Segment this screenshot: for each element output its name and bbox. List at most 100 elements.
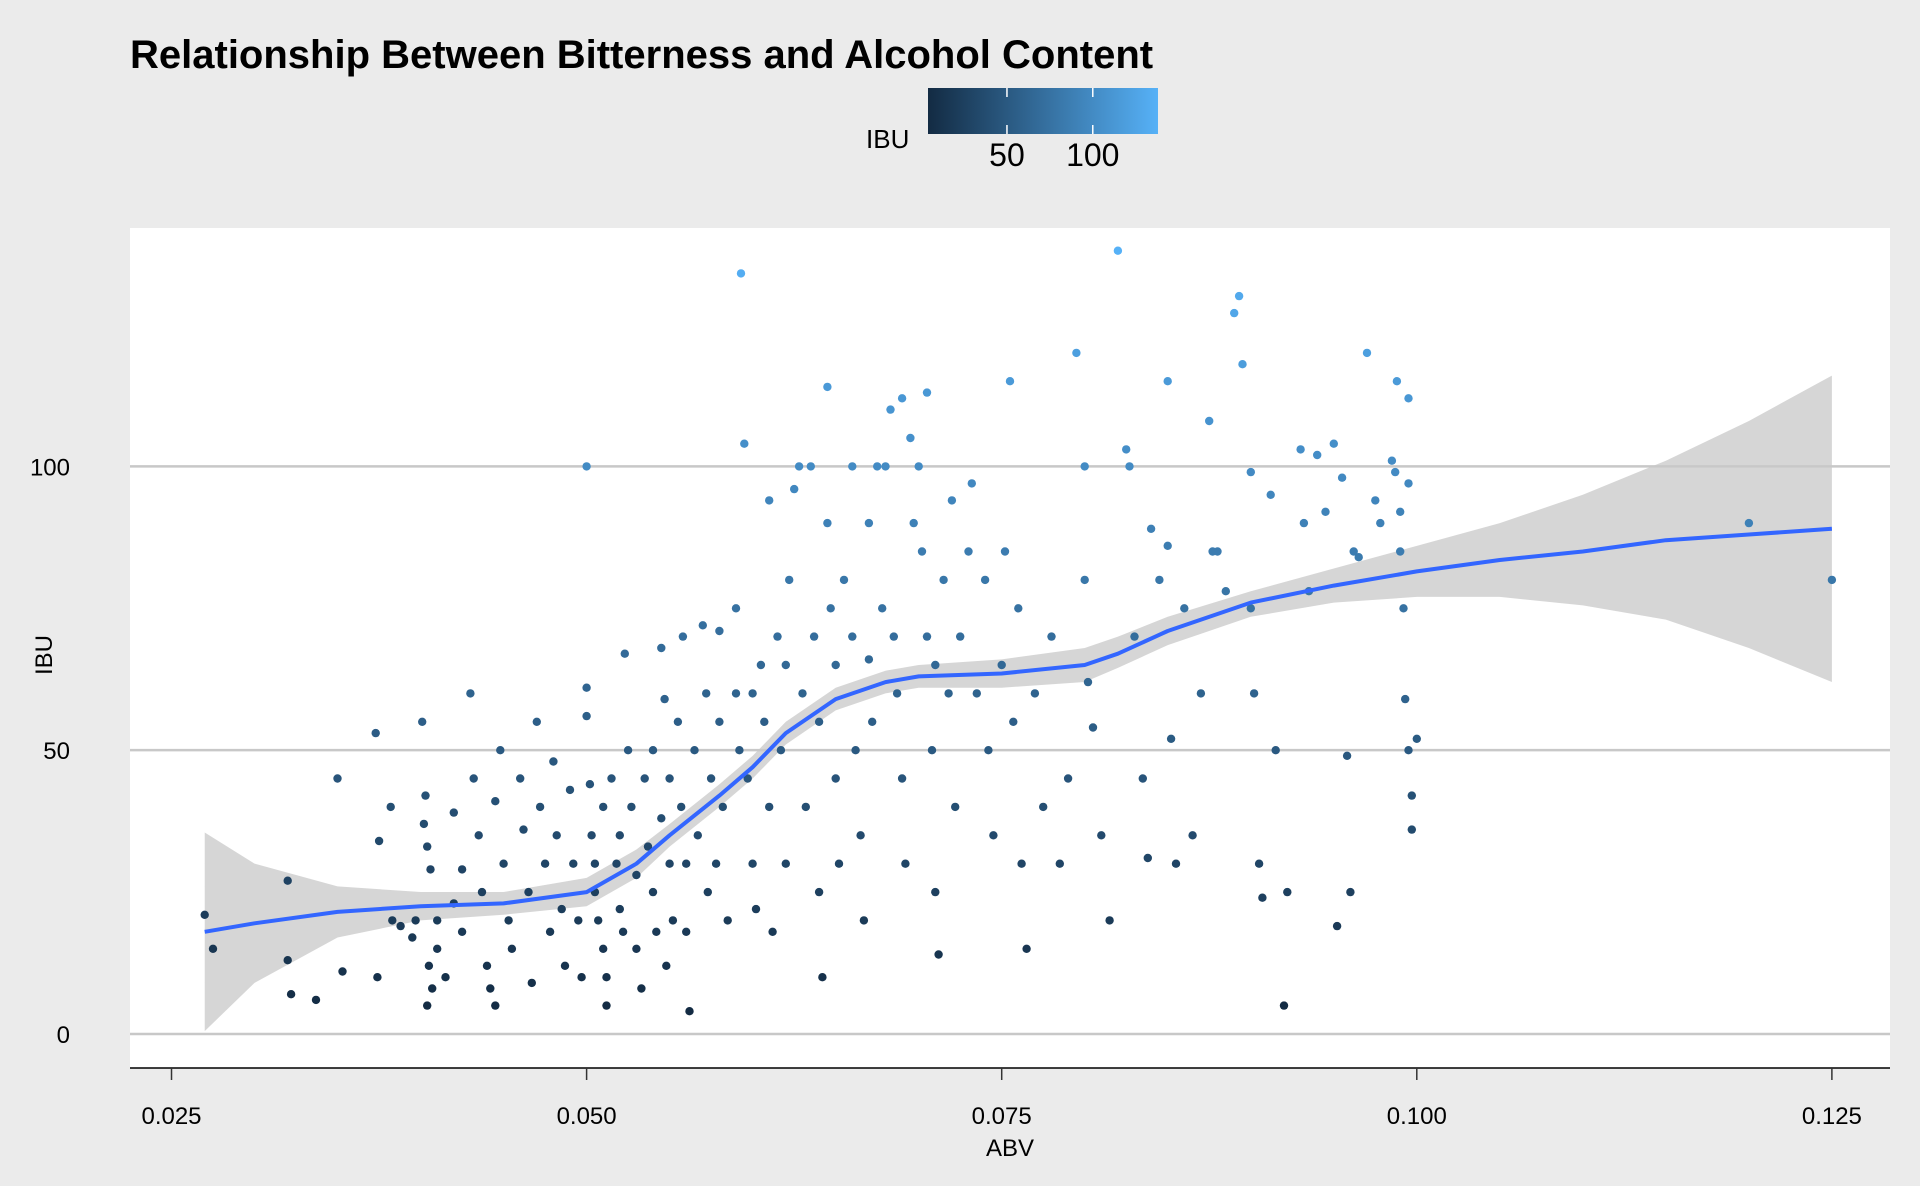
data-point [386, 802, 395, 812]
data-point [657, 814, 666, 823]
data-point [1346, 887, 1355, 897]
data-point [1279, 1001, 1289, 1010]
data-point [781, 859, 790, 868]
data-point [743, 774, 752, 783]
data-point [587, 831, 596, 840]
data-point [643, 842, 653, 851]
data-point [809, 632, 819, 641]
data-point [1088, 723, 1098, 732]
data-point [652, 927, 661, 936]
data-point [1332, 921, 1342, 931]
color-legend: IBU 50 100 [866, 88, 1158, 173]
data-point [1163, 541, 1172, 550]
data-point [706, 774, 716, 783]
data-point [1072, 348, 1081, 358]
data-point [1342, 751, 1352, 760]
data-point [768, 927, 777, 936]
data-point [997, 660, 1006, 670]
data-point [1014, 604, 1023, 613]
data-point [1412, 734, 1422, 743]
legend-tick-label: 50 [989, 137, 1025, 173]
data-point [1234, 291, 1244, 301]
data-point [466, 689, 475, 698]
data-point [1266, 490, 1275, 499]
data-point [897, 774, 907, 783]
data-point [1354, 553, 1363, 562]
colorbar [928, 88, 1158, 134]
data-point [909, 518, 918, 528]
data-point [560, 961, 570, 970]
data-point [685, 1007, 694, 1016]
data-point [1163, 377, 1172, 386]
data-point [457, 865, 467, 874]
confidence-band-layer [204, 375, 1832, 1032]
data-point [1230, 308, 1239, 318]
data-point [504, 916, 513, 925]
data-point [889, 632, 898, 641]
data-point [640, 774, 649, 783]
data-point [814, 717, 824, 726]
data-point [540, 859, 550, 868]
data-point [1371, 496, 1380, 505]
data-point [482, 961, 492, 970]
data-point [698, 621, 707, 630]
data-point [1296, 445, 1305, 454]
data-point [582, 711, 591, 721]
y-axis-label: IBU [31, 635, 58, 675]
data-point [1221, 587, 1231, 596]
data-point [756, 660, 766, 670]
data-point [1313, 450, 1322, 460]
data-point [922, 388, 932, 397]
data-point [486, 984, 495, 993]
data-point [1009, 717, 1018, 726]
chart-title: Relationship Between Bitterness and Alco… [130, 33, 1153, 77]
data-point [311, 995, 321, 1005]
data-point [549, 757, 558, 766]
data-point [499, 859, 508, 868]
data-point [532, 717, 541, 726]
grid-lines [130, 465, 1890, 1036]
data-point [1258, 893, 1267, 902]
data-point [702, 689, 711, 698]
data-point [765, 802, 774, 812]
data-point [773, 632, 782, 641]
data-point [801, 802, 810, 812]
data-point [897, 394, 907, 403]
data-point [984, 746, 993, 755]
data-point [615, 904, 624, 914]
data-point [552, 831, 561, 840]
smooth-line-layer [204, 526, 1833, 934]
data-point [1329, 439, 1339, 448]
data-point [1047, 632, 1056, 641]
data-point [623, 746, 633, 755]
data-point [1000, 547, 1010, 556]
data-point [1337, 473, 1347, 482]
data-point [200, 910, 209, 919]
data-point [1171, 859, 1181, 868]
data-point [693, 831, 702, 840]
data-point [848, 632, 857, 641]
data-point [1205, 416, 1214, 426]
data-point [790, 484, 799, 494]
data-point [1080, 575, 1089, 585]
data-point [1080, 462, 1089, 471]
data-point [1213, 547, 1222, 556]
data-point [1180, 604, 1189, 613]
data-point [1407, 791, 1417, 800]
data-point [449, 808, 458, 817]
data-point [1407, 825, 1417, 834]
data-point [590, 859, 600, 868]
data-point [545, 927, 555, 936]
data-point [433, 916, 442, 925]
data-point [1283, 887, 1292, 897]
data-point [931, 660, 940, 670]
data-point [557, 904, 566, 914]
data-point [740, 439, 749, 448]
data-point [718, 802, 727, 812]
data-point [1362, 348, 1372, 358]
data-point [411, 916, 420, 925]
data-point [678, 632, 688, 641]
data-point [423, 1001, 432, 1010]
data-point [599, 944, 608, 953]
